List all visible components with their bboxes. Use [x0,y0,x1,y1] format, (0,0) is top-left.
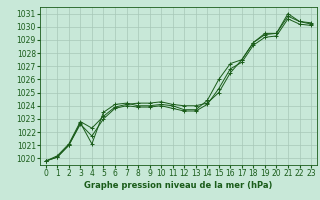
X-axis label: Graphe pression niveau de la mer (hPa): Graphe pression niveau de la mer (hPa) [84,181,273,190]
